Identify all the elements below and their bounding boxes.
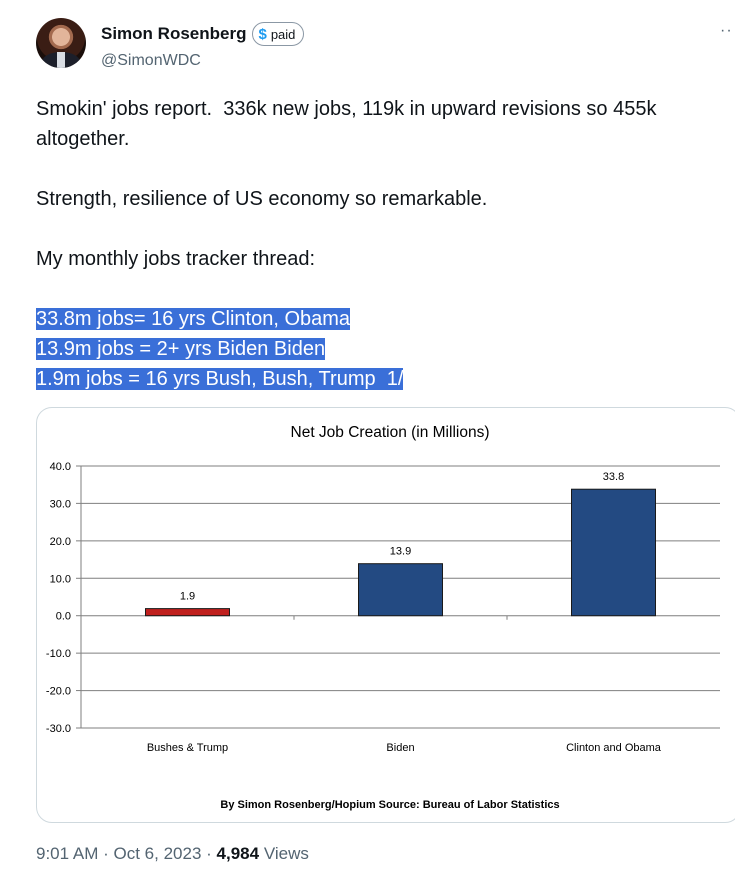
bar-chart: Net Job Creation (in Millions) 40.0 30.0 2… (46, 424, 720, 811)
y-tick-label: 0.0 (56, 611, 71, 623)
display-name[interactable]: Simon Rosenberg (101, 24, 247, 43)
bar (358, 563, 443, 617)
views-count: 4,984 (216, 844, 260, 863)
x-category-label: Bushes & Trump (147, 742, 228, 754)
y-tick-label: 40.0 (50, 461, 71, 473)
chart-title: Net Job Creation (in Millions) (291, 424, 490, 441)
bar (571, 488, 656, 617)
dollar-icon: $ (258, 25, 267, 43)
x-category-label: Biden (386, 742, 414, 754)
y-tick-label: 10.0 (50, 573, 71, 585)
tweet-time[interactable]: 9:01 AM (36, 844, 99, 863)
separator: · (103, 844, 109, 863)
author-row: Simon Rosenberg $ paid (101, 22, 305, 46)
data-label: 1.9 (180, 591, 195, 603)
tweet-line-2: Strength, resilience of US economy so re… (36, 188, 488, 210)
chart-source: By Simon Rosenberg/Hopium Source: Bureau… (220, 799, 559, 811)
more-options-icon[interactable]: ·· (720, 22, 733, 39)
views-label: Views (263, 844, 309, 863)
y-tick-label: -30.0 (46, 723, 71, 735)
tweet-line-1: Smokin' jobs report. 336k new jobs, 119k… (36, 98, 663, 150)
data-label: 33.8 (603, 471, 624, 483)
tweet-meta: 9:01 AM · Oct 6, 2023 · 4,984 Views (36, 844, 309, 864)
tweet-text: Smokin' jobs report. 336k new jobs, 119k… (36, 94, 726, 394)
y-tick-label: 30.0 (50, 498, 71, 510)
tweet-date[interactable]: Oct 6, 2023 (113, 844, 202, 863)
highlight-line-3: 1.9m jobs = 16 yrs Bush, Bush, Trump 1/ (36, 368, 404, 390)
bar (145, 608, 230, 617)
highlight-line-1: 33.8m jobs= 16 yrs Clinton, Obama (36, 308, 351, 330)
paid-badge[interactable]: $ paid (252, 22, 305, 46)
highlight-line-2: 13.9m jobs = 2+ yrs Biden Biden (36, 338, 326, 360)
separator: · (206, 844, 212, 863)
media-card[interactable]: Net Job Creation (in Millions) 40.0 30.0 2… (36, 407, 735, 823)
y-tick-label: -10.0 (46, 648, 71, 660)
paid-badge-label: paid (270, 26, 296, 42)
data-label: 13.9 (390, 546, 411, 558)
x-category-label: Clinton and Obama (566, 742, 662, 754)
tweet-line-3: My monthly jobs tracker thread: (36, 248, 315, 270)
y-tick-label: -20.0 (46, 686, 71, 698)
avatar[interactable] (36, 18, 86, 68)
y-tick-label: 20.0 (50, 536, 71, 548)
handle[interactable]: @SimonWDC (101, 52, 201, 69)
